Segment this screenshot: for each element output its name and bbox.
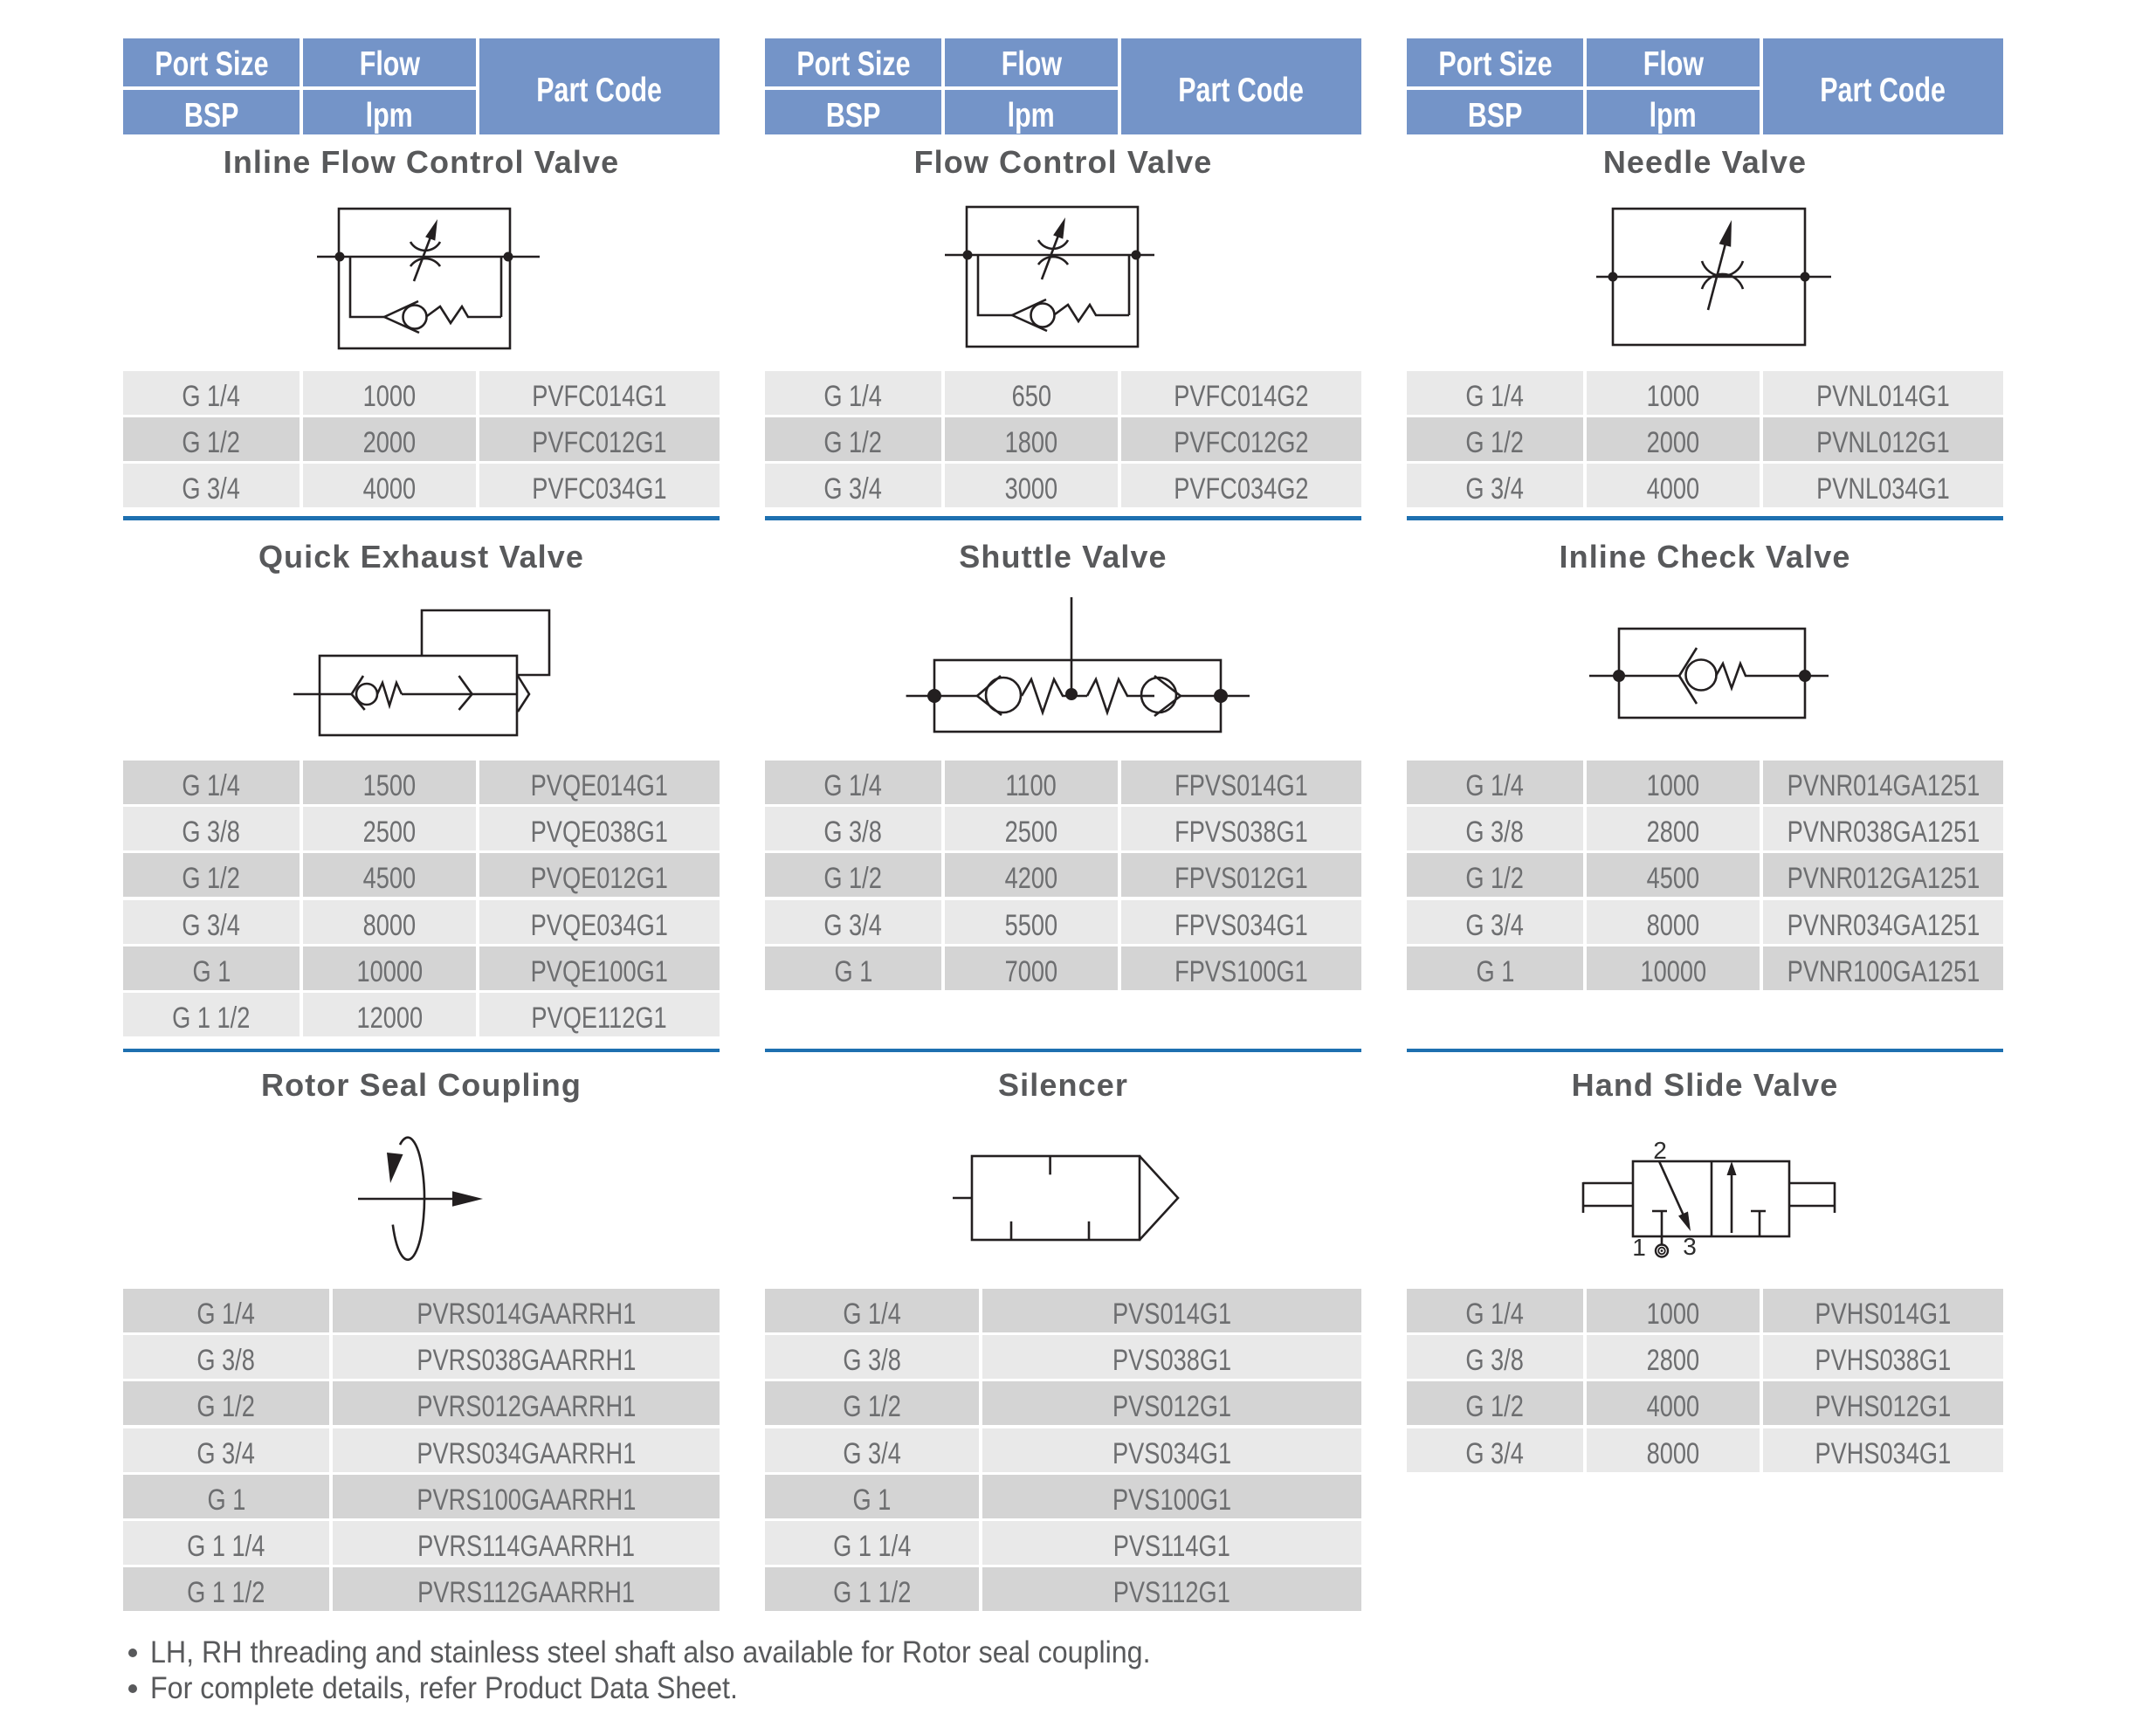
- svg-text:2: 2: [1653, 1137, 1667, 1164]
- svg-text:1: 1: [1632, 1234, 1646, 1261]
- svg-text:3: 3: [1683, 1233, 1697, 1260]
